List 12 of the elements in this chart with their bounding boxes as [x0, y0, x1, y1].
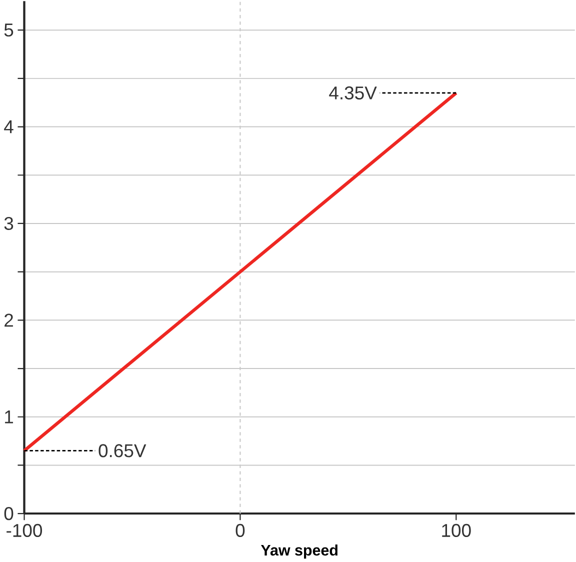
y-tick-label: 2	[4, 314, 13, 326]
annotation: 4.35V	[329, 86, 377, 100]
x-tick-label: 0	[236, 524, 245, 537]
y-tick-label: 0	[4, 506, 14, 520]
y-tick-label: 5	[4, 24, 14, 36]
y-tick-label: 1	[5, 410, 13, 424]
x-tick-label: 100	[442, 524, 471, 537]
y-tick-label: 4	[4, 120, 14, 134]
x-axis-title: Yaw speed	[260, 544, 338, 558]
annotation: 0.65V	[98, 444, 146, 458]
x-tick-label: -100	[6, 524, 42, 537]
y-tick-label: 3	[4, 216, 14, 230]
